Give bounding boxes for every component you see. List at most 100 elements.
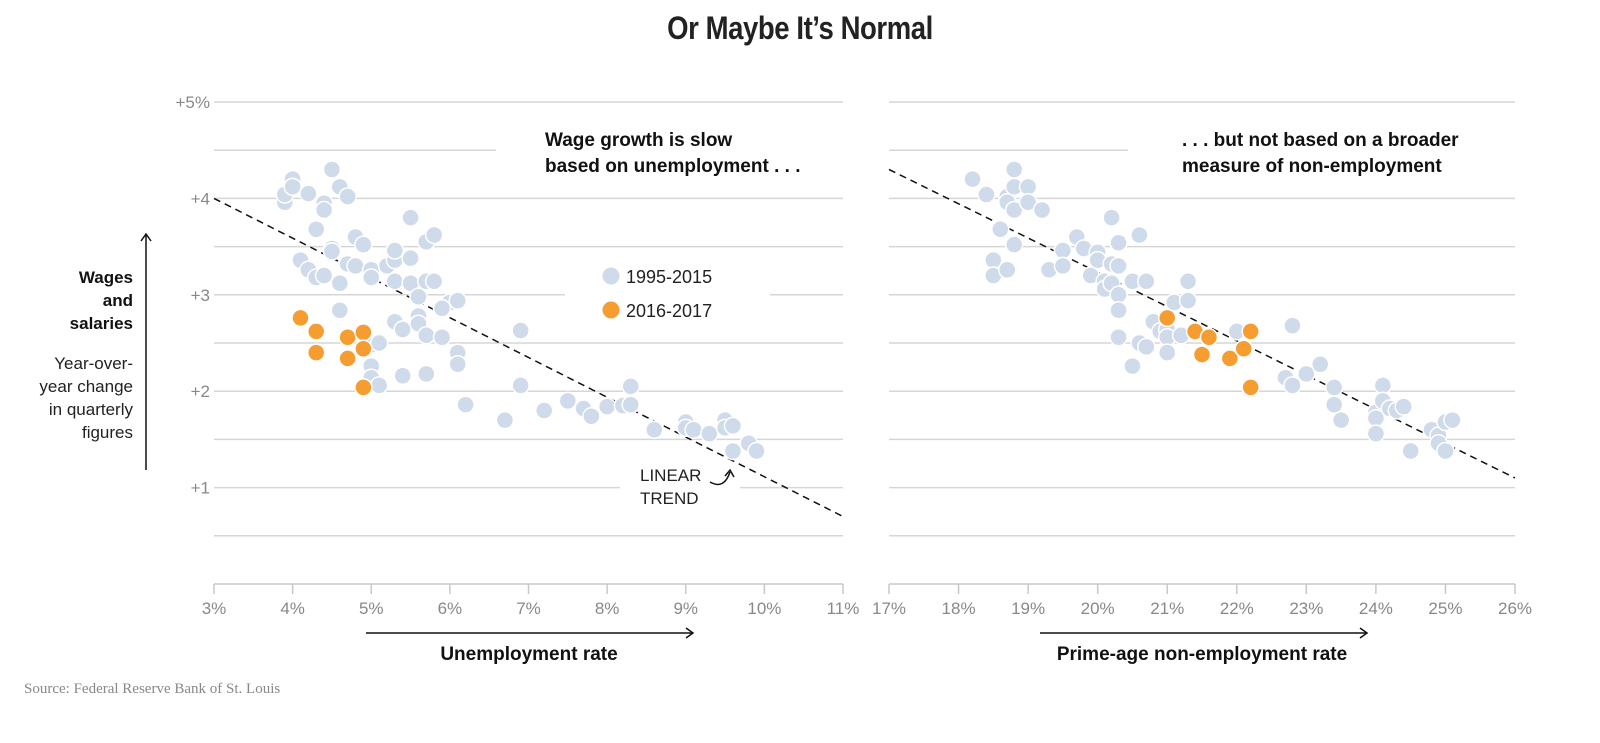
point-1995-2015 (1283, 376, 1302, 395)
point-2016-2017 (1192, 345, 1212, 364)
point-1995-2015 (314, 266, 334, 285)
point-1995-2015 (456, 395, 475, 414)
arrow-head-icon (1359, 627, 1369, 639)
point-1995-2015 (346, 256, 365, 276)
point-1995-2015 (306, 219, 326, 239)
point-2016-2017 (338, 349, 357, 368)
y-axis-label-text: in quarterly (49, 400, 134, 419)
y-tick-label: +3 (191, 286, 210, 305)
y-tick-label: +1 (191, 479, 210, 498)
source-note: Source: Federal Reserve Bank of St. Loui… (24, 681, 281, 697)
point-2016-2017 (354, 323, 373, 342)
point-2016-2017 (1241, 378, 1260, 397)
y-axis-label-bold: and (103, 291, 133, 310)
panel-annotation: . . . but not based on a broader (1182, 130, 1459, 151)
x-tick-label: 22% (1220, 599, 1254, 618)
point-1995-2015 (1109, 285, 1128, 305)
point-2016-2017 (1234, 339, 1253, 359)
point-1995-2015 (495, 410, 515, 430)
point-1995-2015 (1004, 200, 1024, 220)
point-1995-2015 (1283, 316, 1302, 335)
panel-non-employment: 17% 18% 19% 20% 21% 22% 23% 24% 25% 26% Prime-age … (872, 101, 1532, 665)
point-1995-2015 (1053, 256, 1073, 276)
point-1995-2015 (1053, 241, 1073, 260)
x-tick-label: 24% (1359, 599, 1393, 618)
point-2016-2017 (1199, 327, 1219, 347)
point-1995-2015 (1004, 160, 1024, 179)
x-tick-label: 9% (673, 599, 698, 618)
point-1995-2015 (1436, 441, 1455, 461)
point-1995-2015 (385, 241, 405, 260)
point-1995-2015 (354, 235, 373, 254)
point-1995-2015 (1366, 424, 1386, 443)
x-tick-label: 3% (202, 599, 227, 618)
point-1995-2015 (330, 300, 350, 320)
point-2016-2017 (1220, 349, 1240, 368)
point-1995-2015 (385, 272, 405, 291)
point-1995-2015 (299, 184, 318, 203)
x-tick-label: 25% (1428, 599, 1462, 618)
x-tick-label: 10% (747, 599, 781, 618)
point-1995-2015 (432, 299, 452, 318)
x-axis-title: Prime-age non-employment rate (1057, 644, 1347, 665)
panel-annotation: measure of non-employment (1182, 156, 1442, 177)
point-1995-2015 (1178, 291, 1198, 310)
point-1995-2015 (1102, 208, 1121, 227)
point-1995-2015 (1018, 193, 1038, 212)
point-1995-2015 (645, 420, 664, 440)
point-2016-2017 (291, 308, 310, 328)
point-1995-2015 (1157, 343, 1177, 362)
point-1995-2015 (511, 321, 530, 340)
point-1995-2015 (700, 424, 719, 443)
point-1995-2015 (1109, 233, 1128, 252)
legend-label: 2016-2017 (626, 301, 712, 321)
trend-label-text: LINEAR (640, 466, 701, 485)
point-1995-2015 (621, 377, 640, 396)
point-1995-2015 (417, 326, 436, 345)
x-tick-label: 7% (516, 599, 541, 618)
point-1995-2015 (558, 391, 578, 411)
x-tick-label: 6% (438, 599, 463, 618)
legend: 1995-2015 2016-2017 (602, 267, 712, 321)
point-1995-2015 (1123, 356, 1142, 376)
point-1995-2015 (1178, 272, 1198, 291)
y-axis-label-text: Year-over- (54, 354, 133, 373)
panel-annotation: based on unemployment . . . (545, 156, 800, 177)
point-1995-2015 (369, 376, 389, 395)
x-tick-label: 23% (1289, 599, 1323, 618)
point-1995-2015 (1109, 300, 1128, 320)
y-axis-label-bold: Wages (79, 268, 133, 287)
point-2016-2017 (306, 343, 326, 362)
point-1995-2015 (1004, 235, 1024, 254)
point-1995-2015 (1331, 410, 1351, 430)
point-1995-2015 (684, 420, 703, 440)
point-1995-2015 (1109, 256, 1128, 276)
point-1995-2015 (314, 200, 334, 220)
point-1995-2015 (511, 376, 530, 395)
point-1995-2015 (424, 225, 444, 245)
point-1995-2015 (991, 219, 1010, 239)
point-1995-2015 (448, 354, 467, 374)
point-1995-2015 (723, 441, 743, 461)
point-1995-2015 (283, 177, 302, 197)
x-tick-label: 20% (1081, 599, 1115, 618)
arrow-head-icon (724, 468, 735, 478)
arrow-head-icon (685, 627, 695, 639)
point-1995-2015 (963, 169, 982, 189)
point-1995-2015 (1297, 364, 1316, 384)
point-1995-2015 (424, 272, 444, 291)
point-1995-2015 (448, 291, 467, 310)
point-1995-2015 (597, 397, 617, 416)
x-tick-label: 26% (1498, 599, 1532, 618)
point-1995-2015 (1324, 378, 1344, 397)
x-tick-label: 5% (359, 599, 384, 618)
point-1995-2015 (417, 364, 436, 384)
y-axis-label: Wages and salaries Year-over-year change in … (39, 232, 152, 470)
x-tick-label: 8% (595, 599, 620, 618)
point-1995-2015 (1373, 376, 1393, 395)
panel-unemployment: +1 +2 +3 +4 +5% 3% 4% 5% 6% 7% 8% 9% 10% 11% Unemploym… (176, 93, 860, 665)
point-1995-2015 (997, 260, 1017, 279)
x-tick-label: 17% (872, 599, 906, 618)
chart-title: Or Maybe It’s Normal (667, 10, 933, 46)
arrow-up-icon (140, 232, 152, 242)
